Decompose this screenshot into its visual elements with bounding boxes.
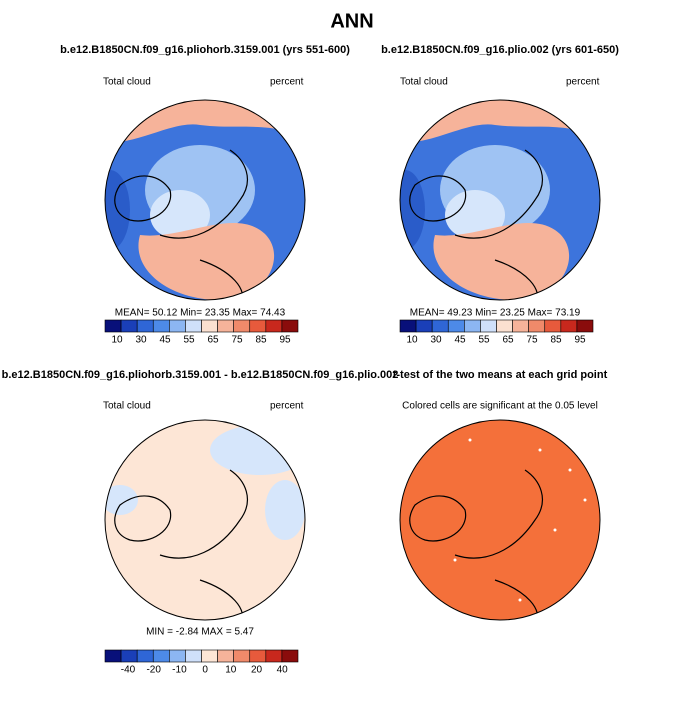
colorbar-label: 65 [502,335,514,346]
colorbar-box [249,649,267,663]
map-border [104,419,306,621]
colorbar-box [560,319,578,333]
colorbar-box [136,319,154,333]
colorbar-label: 75 [231,335,243,346]
colorbar-label: 10 [111,335,123,346]
colorbar-box [265,319,283,333]
colorbar-label: 55 [478,335,490,346]
colorbar-box [185,319,202,333]
colorbar-box [120,319,138,333]
colorbar-label: -10 [172,665,187,676]
stats: MEAN= 49.23 Min= 23.25 Max= 73.19 [410,308,581,319]
colorbar-box [201,319,218,333]
colorbar-box [104,649,122,663]
map [105,100,305,300]
colorbar-label: 75 [526,335,538,346]
colorbar-box [576,319,594,333]
panel-title: t-test of the two means at each grid poi… [393,369,608,381]
colorbar-box [136,649,154,663]
colorbar-box [217,319,234,333]
stats: MEAN= 50.12 Min= 23.35 Max= 74.43 [115,308,286,319]
colorbar-box [104,319,122,333]
colorbar-box [512,319,529,333]
colorbar-label: -20 [146,665,161,676]
stats: MIN = -2.84 MAX = 5.47 [146,627,254,638]
colorbar-box [169,649,186,663]
colorbar-box [281,649,299,663]
map [105,420,305,620]
colorbar-label: 30 [135,335,147,346]
right-label: percent [270,77,304,88]
colorbar-box [281,319,299,333]
panel-title: b.e12.B1850CN.f09_g16.plio.002 (yrs 601-… [381,44,619,56]
colorbar-box [249,319,267,333]
colorbar-box [447,319,465,333]
colorbar-box [169,319,186,333]
colorbar-box [217,649,234,663]
colorbar-box [399,319,417,333]
colorbar-box [464,319,481,333]
colorbar-label: -40 [121,665,136,676]
map-border [104,99,306,301]
colorbar-box [233,649,251,663]
colorbar-box [201,649,218,663]
map [400,100,600,300]
left-label: Total cloud [103,77,151,88]
colorbar-label: 10 [406,335,418,346]
colorbar-box [120,649,138,663]
colorbar-box [265,649,283,663]
colorbar-label: 20 [251,665,263,676]
panel-title: b.e12.B1850CN.f09_g16.pliohorb.3159.001 … [60,44,350,56]
panel-title: b.e12.B1850CN.f09_g16.pliohorb.3159.001 … [2,369,399,381]
colorbar-box [415,319,433,333]
colorbar-label: 85 [550,335,562,346]
map-border [399,419,601,621]
colorbar-label: 0 [202,665,208,676]
colorbar-box [185,649,202,663]
colorbar-label: 30 [430,335,442,346]
colorbar-label: 45 [454,335,466,346]
colorbar-box [528,319,546,333]
colorbar-label: 95 [279,335,291,346]
colorbar-label: 45 [159,335,171,346]
right-label: percent [270,401,304,412]
left-label: Total cloud [400,77,448,88]
colorbar-label: 65 [207,335,219,346]
colorbar-box [233,319,251,333]
map [400,420,600,620]
colorbar-box [152,649,170,663]
colorbar-box [480,319,497,333]
map-border [399,99,601,301]
colorbar-label: 95 [574,335,586,346]
figure-title: ANN [330,10,373,32]
colorbar-box [431,319,449,333]
colorbar-label: 10 [225,665,237,676]
colorbar-box [496,319,513,333]
colorbar-box [544,319,562,333]
left-label: Total cloud [103,401,151,412]
colorbar-label: 40 [277,665,289,676]
colorbar-label: 55 [183,335,195,346]
panel-subtitle: Colored cells are significant at the 0.0… [402,401,598,412]
colorbar-box [152,319,170,333]
colorbar-label: 85 [255,335,267,346]
right-label: percent [566,77,600,88]
